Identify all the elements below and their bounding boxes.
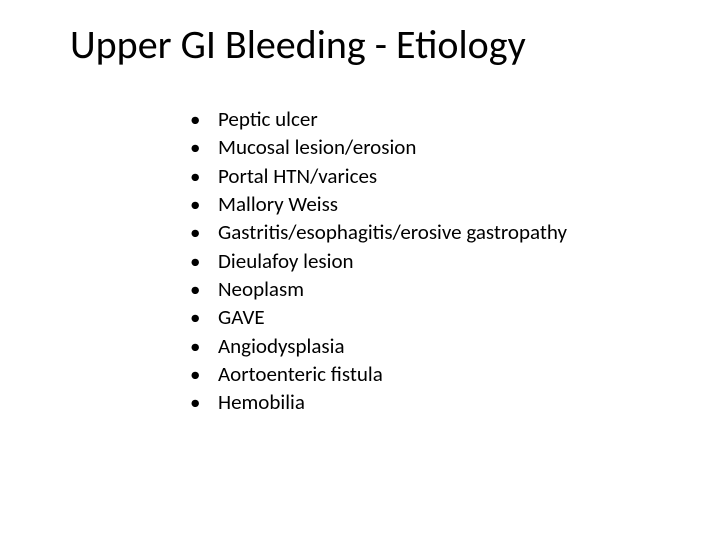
list-item: Gastritis/esophagitis/erosive gastropath… <box>180 218 680 246</box>
bullet-list: Peptic ulcer Mucosal lesion/erosion Port… <box>180 105 680 417</box>
list-item: Portal HTN/varices <box>180 162 680 190</box>
list-item: Mallory Weiss <box>180 190 680 218</box>
list-item: GAVE <box>180 303 680 331</box>
list-item: Aortoenteric fistula <box>180 360 680 388</box>
list-item: Mucosal lesion/erosion <box>180 133 680 161</box>
list-item: Angiodysplasia <box>180 332 680 360</box>
list-item: Peptic ulcer <box>180 105 680 133</box>
slide-body: Peptic ulcer Mucosal lesion/erosion Port… <box>180 105 680 417</box>
list-item: Neoplasm <box>180 275 680 303</box>
slide-title: Upper GI Bleeding - Etiology <box>0 20 720 69</box>
list-item: Hemobilia <box>180 388 680 416</box>
slide: Upper GI Bleeding - Etiology Peptic ulce… <box>0 0 720 540</box>
list-item: Dieulafoy lesion <box>180 247 680 275</box>
